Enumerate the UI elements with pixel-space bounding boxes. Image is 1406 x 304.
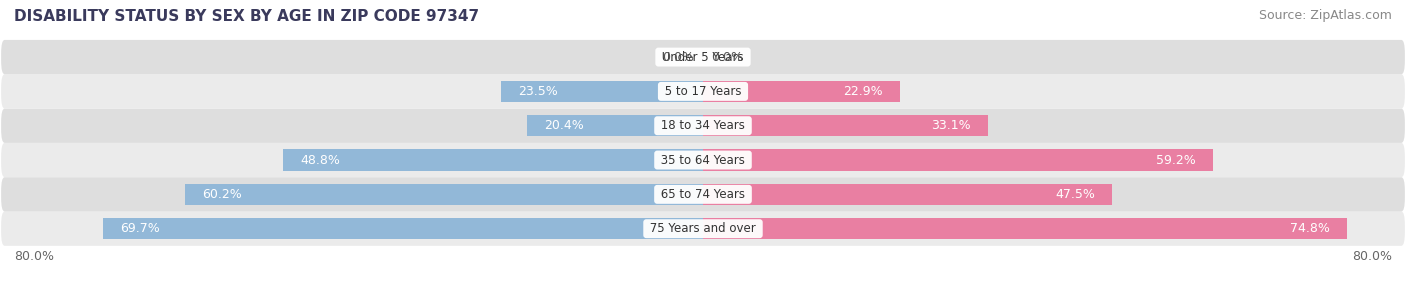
Bar — [703, 184, 1112, 205]
Text: 80.0%: 80.0% — [14, 250, 53, 263]
Bar — [703, 81, 900, 102]
Text: 75 Years and over: 75 Years and over — [647, 222, 759, 235]
Text: 47.5%: 47.5% — [1054, 188, 1095, 201]
FancyBboxPatch shape — [1, 177, 1405, 212]
Text: 0.0%: 0.0% — [662, 50, 695, 64]
Text: 65 to 74 Years: 65 to 74 Years — [657, 188, 749, 201]
Text: 0.0%: 0.0% — [711, 50, 744, 64]
Text: 23.5%: 23.5% — [517, 85, 558, 98]
Text: 5 to 17 Years: 5 to 17 Years — [661, 85, 745, 98]
Text: 48.8%: 48.8% — [299, 154, 340, 167]
Text: Source: ZipAtlas.com: Source: ZipAtlas.com — [1258, 9, 1392, 22]
Text: 18 to 34 Years: 18 to 34 Years — [657, 119, 749, 132]
Bar — [283, 149, 703, 171]
Bar — [527, 115, 703, 136]
Text: 33.1%: 33.1% — [931, 119, 970, 132]
Text: 35 to 64 Years: 35 to 64 Years — [657, 154, 749, 167]
Text: 74.8%: 74.8% — [1291, 222, 1330, 235]
Text: 80.0%: 80.0% — [1353, 250, 1392, 263]
Bar — [501, 81, 703, 102]
Bar — [703, 218, 1347, 239]
Bar — [703, 115, 988, 136]
FancyBboxPatch shape — [1, 143, 1405, 177]
Text: 20.4%: 20.4% — [544, 119, 585, 132]
Text: DISABILITY STATUS BY SEX BY AGE IN ZIP CODE 97347: DISABILITY STATUS BY SEX BY AGE IN ZIP C… — [14, 9, 479, 24]
FancyBboxPatch shape — [1, 40, 1405, 74]
Text: 60.2%: 60.2% — [202, 188, 242, 201]
Text: Under 5 Years: Under 5 Years — [658, 50, 748, 64]
Bar — [103, 218, 703, 239]
Text: 69.7%: 69.7% — [120, 222, 160, 235]
Bar — [184, 184, 703, 205]
Text: 22.9%: 22.9% — [844, 85, 883, 98]
FancyBboxPatch shape — [1, 212, 1405, 246]
FancyBboxPatch shape — [1, 109, 1405, 143]
Text: 59.2%: 59.2% — [1156, 154, 1195, 167]
Bar — [703, 149, 1213, 171]
FancyBboxPatch shape — [1, 74, 1405, 109]
